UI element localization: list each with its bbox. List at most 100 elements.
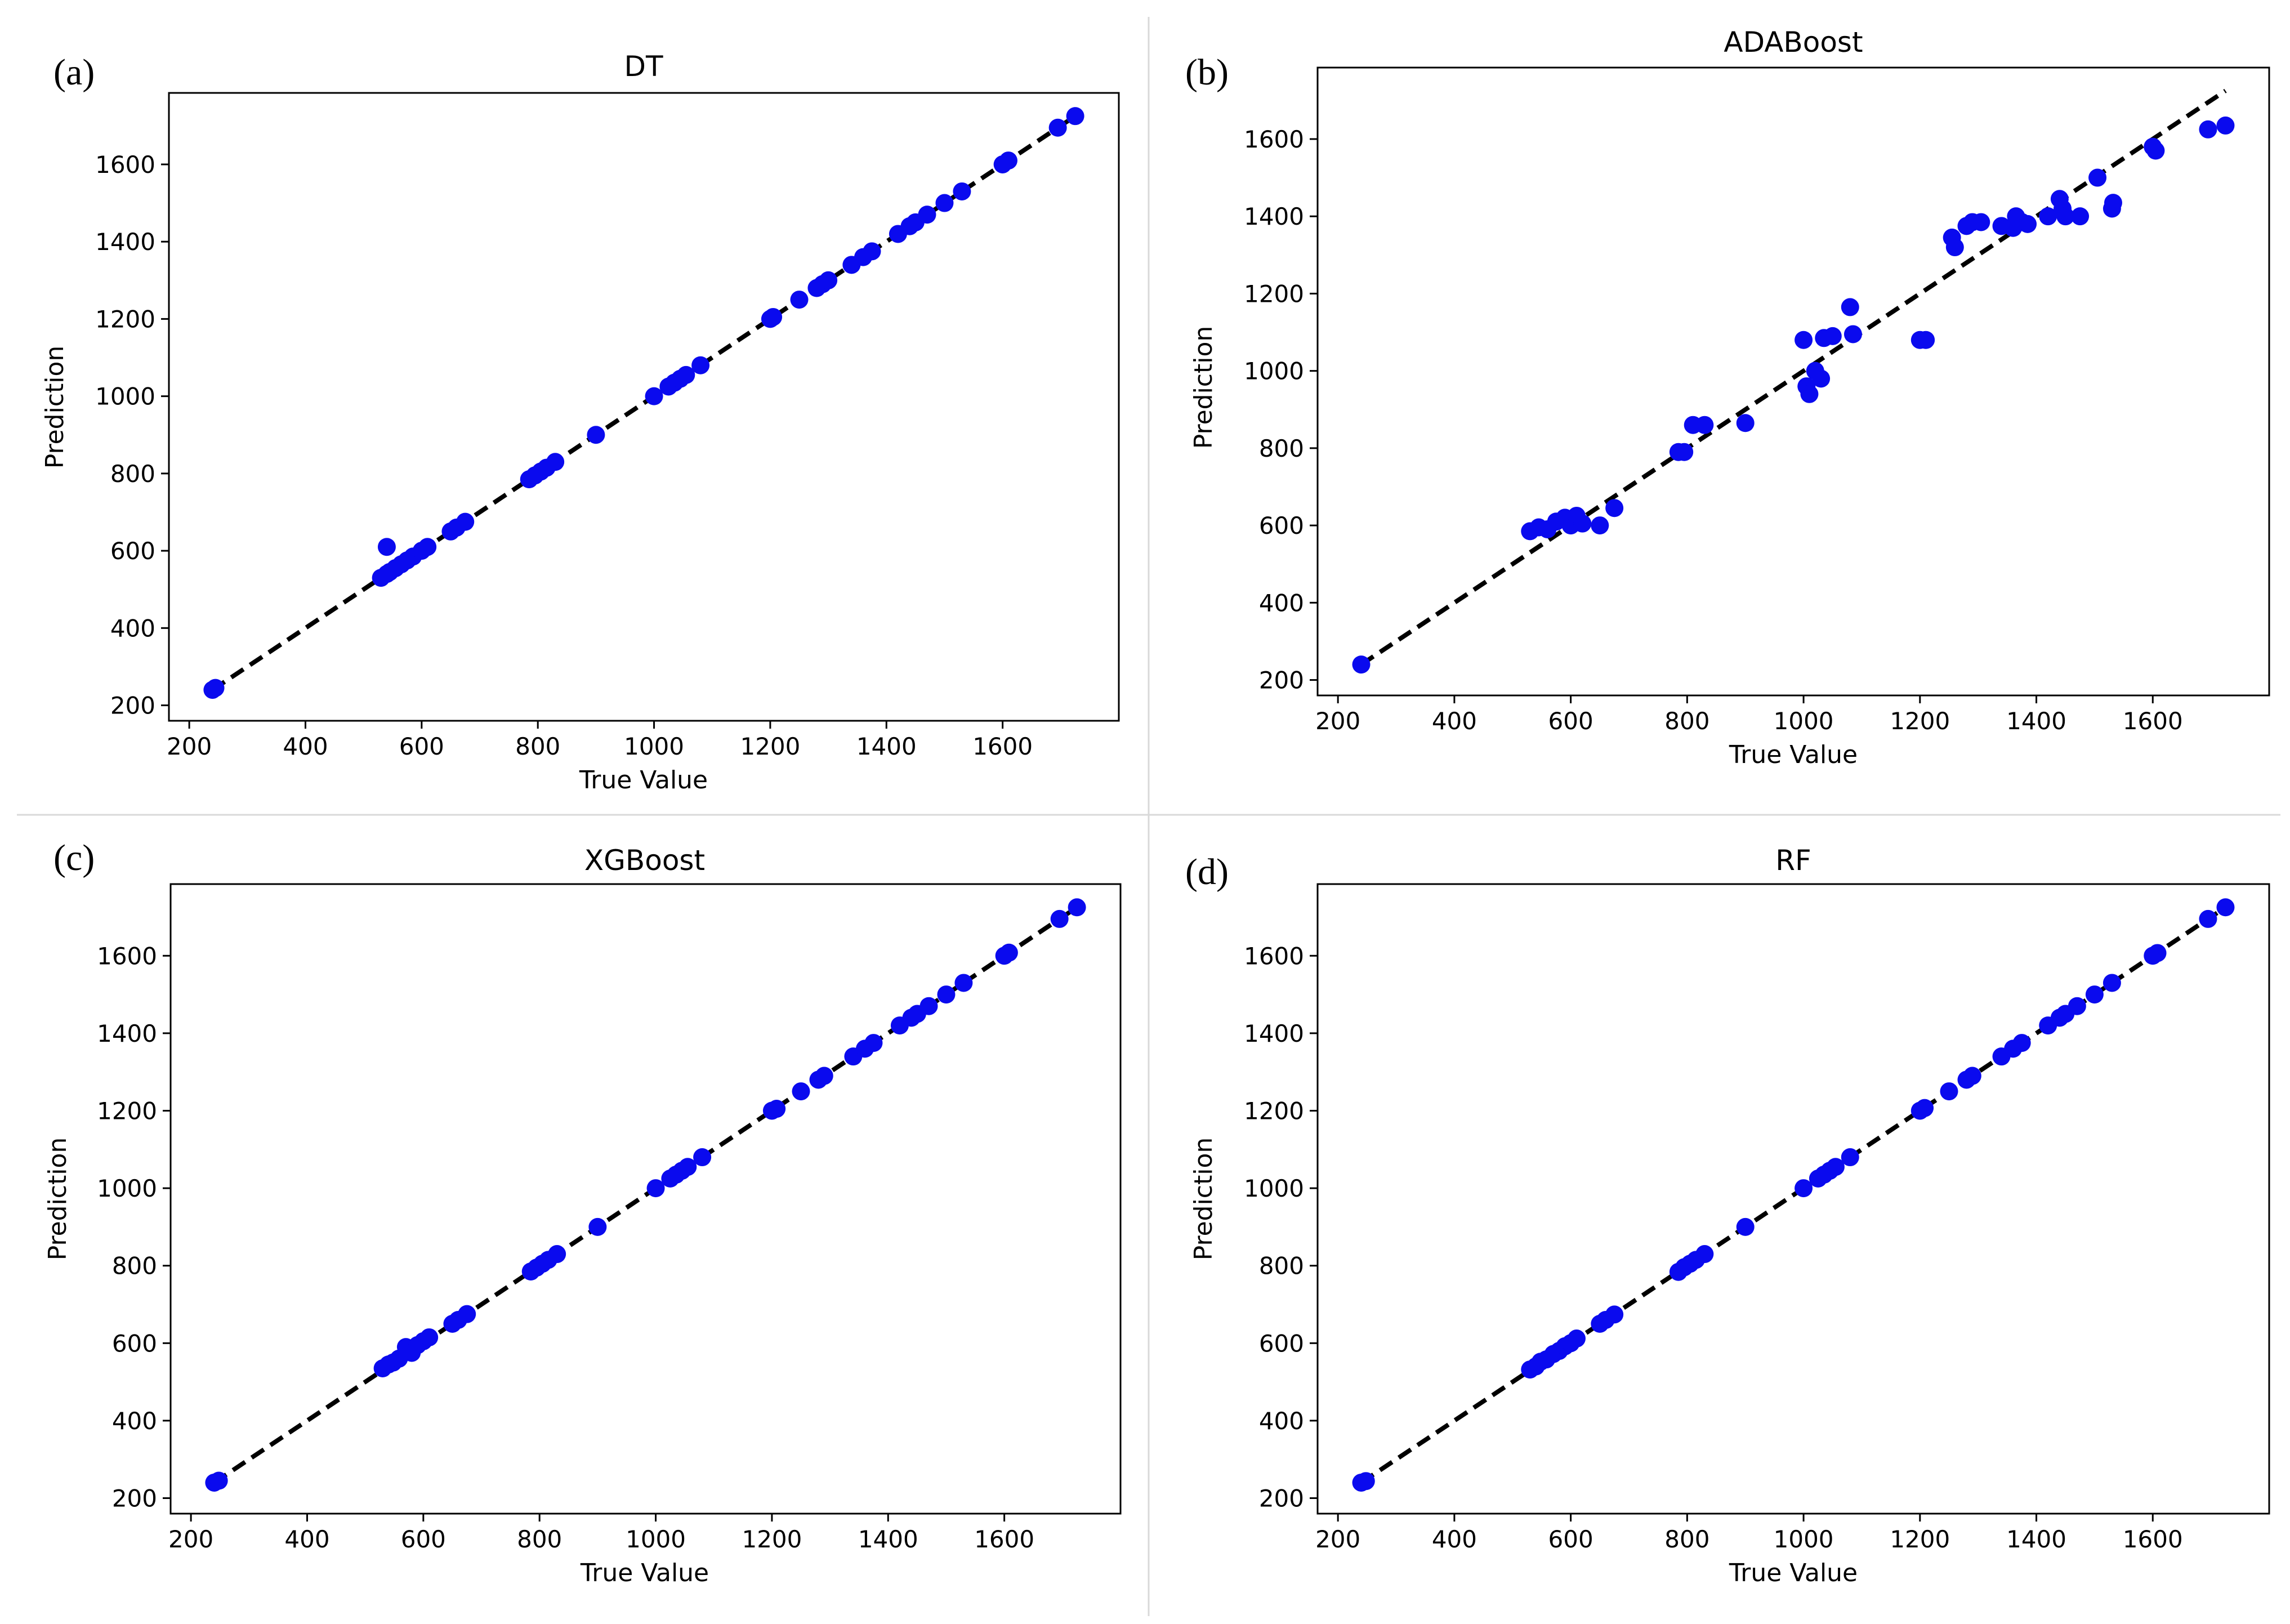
scatter-point (548, 1245, 566, 1264)
scatter-point (209, 1471, 228, 1490)
y-tick-label: 400 (110, 614, 155, 642)
scatter-point (815, 1067, 833, 1085)
scatter-point (1567, 1329, 1586, 1348)
scatter-point (2088, 168, 2107, 187)
scatter-point (1695, 416, 1714, 434)
scatter-point (691, 356, 710, 374)
chart-panel-c: (c) XGBoost 200 400 600 800 1000 1200 1400 1600… (43, 837, 1122, 1587)
scatter-point (919, 997, 938, 1015)
scatter-point (2012, 1034, 2031, 1052)
scatter-point (2199, 120, 2217, 139)
y-tick-label: 800 (112, 1252, 157, 1280)
scatter-point (206, 679, 225, 697)
x-axis-label: True Value (1729, 740, 1858, 769)
scatter-point (1826, 1158, 1845, 1176)
x-tick-label: 1600 (972, 733, 1033, 760)
tick-layer: 200 400 600 800 1000 1200 1400 1600 200 400 600 800… (97, 942, 1034, 1553)
y-tick-label: 600 (112, 1329, 157, 1357)
y-tick-label: 1600 (1244, 126, 1304, 153)
chart-panel-b: (b) ADABoost 200 400 600 800 1000 1200 1400 160… (1185, 26, 2270, 769)
scatter-point (678, 1158, 697, 1176)
scatter-point (2146, 141, 2165, 160)
scatter-point (2056, 207, 2075, 226)
y-tick-label: 1000 (1244, 1175, 1304, 1202)
y-tick-label: 1200 (1244, 1097, 1304, 1125)
scatter-point (645, 387, 663, 405)
x-tick-label: 1400 (856, 733, 917, 760)
y-tick-label: 400 (1259, 1407, 1304, 1435)
point-layer (205, 898, 1086, 1492)
y-tick-label: 1200 (97, 1097, 157, 1125)
scatter-point (693, 1148, 712, 1167)
scatter-point (792, 1082, 810, 1101)
chart-panel-d: (d) RF 200 400 600 800 1000 1200 1400 1600 200 40… (1185, 844, 2270, 1587)
scatter-point (1917, 331, 1935, 349)
scatter-point (646, 1179, 665, 1198)
y-tick-label: 1600 (95, 151, 155, 179)
x-tick-label: 200 (168, 1525, 213, 1553)
scatter-point (2216, 898, 2235, 917)
scatter-point (1812, 369, 1831, 388)
scatter-point (456, 512, 475, 531)
x-tick-label: 1000 (1774, 1525, 1834, 1553)
scatter-point (764, 307, 783, 326)
plot-frame (1316, 66, 2270, 697)
scatter-point (953, 182, 971, 200)
plot-frame (1316, 883, 2270, 1515)
x-tick-label: 1400 (2006, 707, 2066, 735)
x-tick-label: 800 (1664, 1525, 1709, 1553)
scatter-point (1841, 298, 1859, 316)
x-tick-label: 400 (1432, 707, 1477, 735)
plot-frame (169, 883, 1122, 1515)
x-tick-label: 1400 (858, 1525, 918, 1553)
y-tick-label: 200 (110, 692, 155, 720)
scatter-point (1050, 909, 1069, 928)
chart-title: XGBoost (584, 844, 705, 877)
point-layer (1352, 116, 2235, 674)
x-tick-label: 400 (1432, 1525, 1477, 1553)
reference-line-layer (1360, 88, 2227, 667)
scatter-point (1675, 443, 1694, 461)
scatter-point (1352, 655, 1371, 674)
x-tick-label: 1000 (1774, 707, 1834, 735)
scatter-point (1066, 107, 1084, 126)
scatter-point (1972, 213, 1990, 231)
chart-title: DT (624, 50, 663, 83)
scatter-point (1963, 1067, 1981, 1085)
y-tick-label: 1000 (1244, 358, 1304, 385)
x-tick-label: 400 (284, 1525, 329, 1553)
x-tick-label: 800 (1664, 707, 1709, 735)
x-tick-label: 400 (283, 733, 328, 760)
scatter-point (420, 1328, 439, 1346)
plot-frame (168, 92, 1120, 722)
scatter-point (819, 271, 838, 289)
y-tick-label: 1400 (95, 228, 155, 256)
y-tick-label: 200 (112, 1484, 157, 1512)
x-tick-label: 1400 (2006, 1525, 2066, 1553)
y-tick-label: 600 (110, 537, 155, 565)
x-tick-label: 1000 (626, 1525, 686, 1553)
y-tick-label: 1000 (95, 383, 155, 411)
scatter-point (418, 538, 437, 556)
reference-line (1360, 88, 2227, 667)
scatter-point (458, 1305, 476, 1323)
x-tick-label: 1200 (1890, 1525, 1950, 1553)
scatter-point (2068, 997, 2086, 1015)
y-axis-label: Prediction (1189, 1137, 1218, 1261)
y-tick-label: 400 (1259, 589, 1304, 617)
scatter-point (1794, 1179, 1813, 1198)
scatter-point (2071, 207, 2090, 226)
scatter-point (2148, 944, 2167, 962)
x-axis-label: True Value (1729, 1559, 1858, 1587)
point-layer (203, 107, 1084, 699)
y-axis-label: Prediction (1189, 326, 1218, 449)
y-tick-label: 800 (1259, 435, 1304, 462)
x-tick-label: 800 (515, 733, 560, 760)
y-tick-label: 800 (110, 460, 155, 488)
x-tick-label: 1200 (742, 1525, 802, 1553)
panel-label: (b) (1185, 52, 1229, 93)
scatter-point (767, 1100, 786, 1118)
y-tick-label: 1400 (1244, 203, 1304, 230)
scatter-point (1823, 327, 1842, 345)
scatter-point (1794, 331, 1813, 349)
